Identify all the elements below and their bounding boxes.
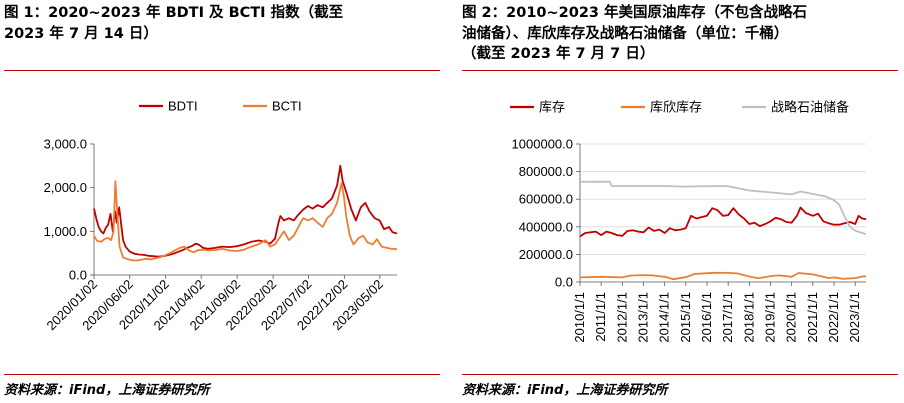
x-tick-label: 2021/1/1: [805, 292, 820, 343]
chart-title: 图 1：2020~2023 年 BDTI 及 BCTI 指数（截至 2023 年…: [4, 3, 440, 44]
y-tick-label: 3,000.0: [44, 137, 87, 152]
title-divider: [462, 70, 898, 71]
x-tick-label: 2011/1/1: [593, 292, 608, 342]
legend-label: 库存: [539, 100, 565, 115]
y-tick-label: 0.0: [69, 268, 87, 283]
x-tick-label: 2012/1/1: [614, 292, 629, 343]
legend-label: BDTI: [168, 99, 198, 114]
source-divider: [462, 374, 898, 375]
legend-label: 库欣库存: [650, 100, 702, 115]
left-chart-panel: 图 1：2020~2023 年 BDTI 及 BCTI 指数（截至 2023 年…: [0, 0, 446, 403]
source-divider: [4, 374, 440, 375]
y-tick-label: 1000000.0: [512, 137, 573, 152]
x-tick-label: 2015/1/1: [678, 292, 693, 343]
y-tick-label: 600000.0: [519, 192, 573, 207]
y-tick-label: 1,000.0: [44, 224, 87, 239]
x-tick-label: 2018/1/1: [741, 292, 756, 343]
source-note: 资料来源：iFind，上海证券研究所: [4, 383, 210, 398]
series-line: [579, 271, 867, 281]
series-line: [579, 180, 867, 235]
chart-title-line: 图 2：2010~2023 年美国原油库存（不包含战略石: [462, 5, 808, 21]
chart-title-line: 2023 年 7 月 14 日）: [4, 25, 158, 42]
legend-label: BCTI: [272, 99, 302, 114]
chart-title-line: 图 1：2020~2023 年 BDTI 及 BCTI 指数（截至: [4, 5, 344, 21]
chart-title-line: 油储备）、库欣库存及战略石油储备（单位：千桶）: [462, 25, 789, 42]
y-tick-label: 0.0: [555, 275, 573, 290]
y-tick-label: 2,000.0: [44, 180, 87, 195]
x-tick-label: 2017/1/1: [720, 292, 735, 343]
x-tick-label: 2020/1/1: [784, 292, 799, 343]
series-line: [93, 180, 398, 262]
legend-label: 战略石油储备: [771, 100, 849, 115]
x-tick-label: 2014/1/1: [657, 292, 672, 343]
title-divider: [4, 70, 440, 71]
chart-title-line: （截至 2023 年 7 月 7 日）: [462, 46, 655, 62]
y-tick-label: 200000.0: [519, 247, 573, 262]
y-tick-label: 800000.0: [519, 164, 573, 179]
us-crude-inventory-line-chart: 0.0 200000.0 400000.0 600000.0 800000.0 10000…: [510, 100, 867, 343]
source-note: 资料来源：iFind，上海证券研究所: [462, 383, 668, 398]
series-line: [93, 164, 398, 258]
x-tick-label: 2013/1/1: [636, 292, 651, 343]
bdti-bcti-line-chart: 0.01,000.02,000.03,000.02020/01/022020/0…: [43, 99, 398, 333]
chart-title: 图 2：2010~2023 年美国原油库存（不包含战略石 油储备）、库欣库存及战…: [462, 3, 898, 65]
x-tick-label: 2010/1/1: [572, 292, 587, 343]
x-tick-label: 2016/1/1: [699, 292, 714, 343]
y-tick-label: 400000.0: [519, 219, 573, 234]
series-line: [579, 206, 867, 238]
x-tick-label: 2019/1/1: [762, 292, 777, 343]
x-tick-label: 2023/1/1: [847, 292, 862, 343]
x-tick-label: 2022/1/1: [826, 292, 841, 343]
right-chart-panel: 图 2：2010~2023 年美国原油库存（不包含战略石 油储备）、库欣库存及战…: [458, 0, 904, 403]
